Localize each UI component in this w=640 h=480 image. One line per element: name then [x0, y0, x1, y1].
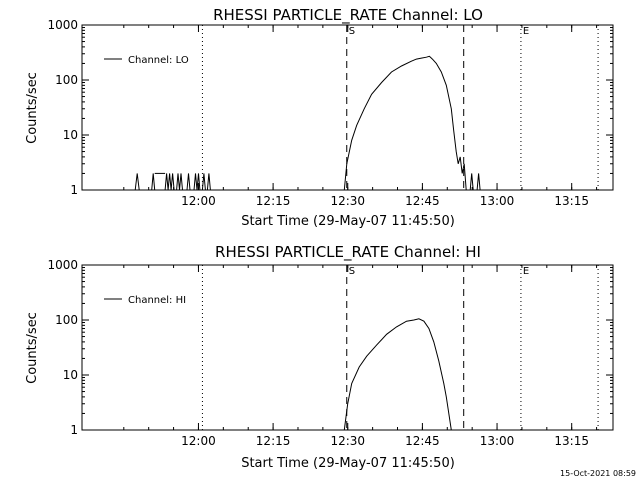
x-tick-label: 13:00: [480, 434, 515, 448]
series-line: [343, 318, 452, 431]
x-tick-label: 13:00: [480, 194, 515, 208]
x-tick-label: 13:15: [554, 194, 589, 208]
legend-label: Channel: LO: [128, 55, 189, 66]
y-tick-label: 10: [63, 128, 78, 142]
x-tick-label: 12:45: [405, 434, 440, 448]
series-line: [134, 173, 140, 191]
x-tick-label: 12:15: [256, 434, 291, 448]
y-axis-label: Counts/sec: [25, 312, 40, 384]
x-tick-label: 12:00: [181, 434, 216, 448]
series-line: [193, 173, 201, 191]
y-tick-label: 1000: [47, 18, 78, 32]
series-line: [476, 173, 481, 191]
series-line: [151, 173, 156, 191]
y-axis-label: Counts/sec: [25, 72, 40, 144]
y-tick-label: 1: [70, 183, 78, 197]
y-tick-label: 100: [55, 313, 78, 327]
y-tick-label: 1000: [47, 258, 78, 272]
marker-label: S: [349, 266, 355, 277]
timestamp: 15-Oct-2021 08:59: [560, 469, 636, 478]
y-tick-label: 1: [70, 423, 78, 437]
x-tick-label: 12:45: [405, 194, 440, 208]
y-tick-label: 10: [63, 368, 78, 382]
x-tick-label: 12:30: [330, 434, 365, 448]
plot-frame: [81, 24, 614, 191]
panel-hi: RHESSI PARTICLE_RATE Channel: HI Start T…: [25, 243, 614, 471]
series-line: [469, 173, 474, 191]
series-line: [343, 55, 467, 191]
x-axis-label: Start Time (29-May-07 11:45:50): [241, 456, 455, 471]
x-tick-label: 13:15: [554, 434, 589, 448]
panel-lo: RHESSI PARTICLE_RATE Channel: LO Start T…: [25, 6, 614, 229]
series-line: [164, 173, 175, 191]
x-tick-label: 12:30: [330, 194, 365, 208]
series-line: [176, 173, 183, 191]
marker-label: S: [349, 26, 355, 37]
chart-title: RHESSI PARTICLE_RATE Channel: HI: [215, 243, 481, 262]
x-tick-label: 12:15: [256, 194, 291, 208]
x-tick-label: 12:00: [181, 194, 216, 208]
marker-label: E: [523, 26, 529, 37]
marker-label: E: [523, 266, 529, 277]
y-tick-label: 100: [55, 73, 78, 87]
legend-label: Channel: HI: [128, 295, 186, 306]
chart-title: RHESSI PARTICLE_RATE Channel: LO: [213, 6, 483, 25]
series-line: [201, 173, 206, 191]
series-line: [206, 173, 211, 191]
x-axis-label: Start Time (29-May-07 11:45:50): [241, 214, 455, 229]
series-line: [186, 173, 191, 191]
